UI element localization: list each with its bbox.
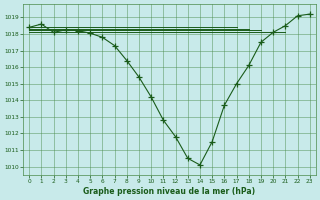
X-axis label: Graphe pression niveau de la mer (hPa): Graphe pression niveau de la mer (hPa) [84, 187, 256, 196]
